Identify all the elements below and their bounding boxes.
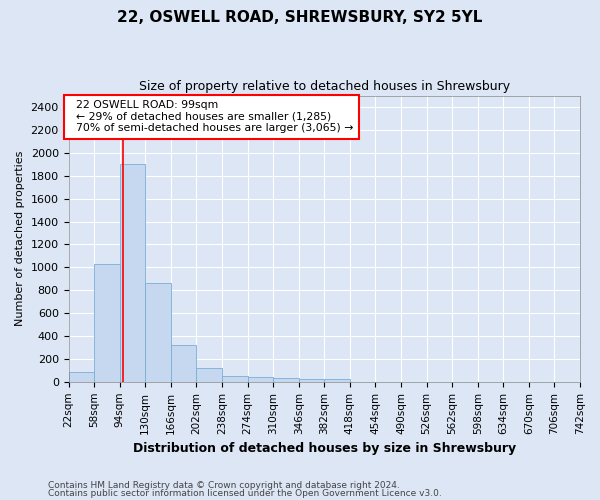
Bar bbox=[68, 372, 94, 382]
Bar bbox=[119, 164, 145, 382]
Bar bbox=[324, 379, 350, 382]
Bar bbox=[196, 368, 222, 382]
Text: Contains HM Land Registry data © Crown copyright and database right 2024.: Contains HM Land Registry data © Crown c… bbox=[48, 481, 400, 490]
Bar bbox=[94, 264, 119, 382]
Bar bbox=[145, 284, 171, 382]
Text: 22, OSWELL ROAD, SHREWSBURY, SY2 5YL: 22, OSWELL ROAD, SHREWSBURY, SY2 5YL bbox=[118, 10, 482, 25]
Bar bbox=[171, 345, 196, 382]
Bar bbox=[222, 376, 248, 382]
Title: Size of property relative to detached houses in Shrewsbury: Size of property relative to detached ho… bbox=[139, 80, 510, 93]
Text: Contains public sector information licensed under the Open Government Licence v3: Contains public sector information licen… bbox=[48, 488, 442, 498]
Bar bbox=[299, 379, 324, 382]
Text: 22 OSWELL ROAD: 99sqm
  ← 29% of detached houses are smaller (1,285)
  70% of se: 22 OSWELL ROAD: 99sqm ← 29% of detached … bbox=[69, 100, 353, 134]
Y-axis label: Number of detached properties: Number of detached properties bbox=[15, 151, 25, 326]
Bar bbox=[248, 377, 273, 382]
Bar bbox=[273, 378, 299, 382]
X-axis label: Distribution of detached houses by size in Shrewsbury: Distribution of detached houses by size … bbox=[133, 442, 516, 455]
